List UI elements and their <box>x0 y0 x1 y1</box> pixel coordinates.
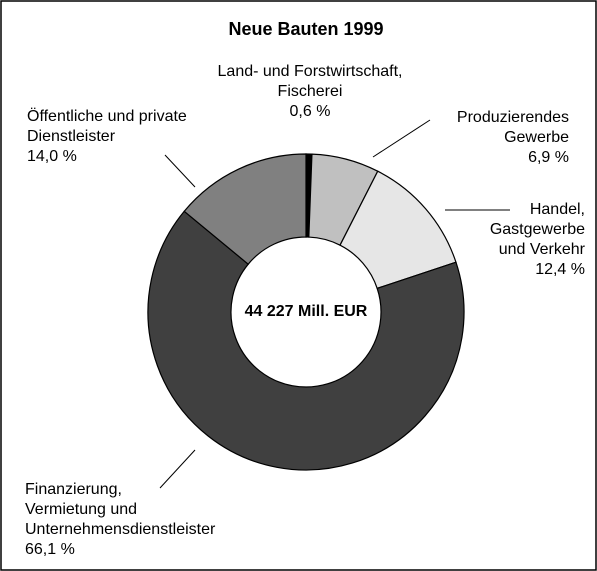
segment-label: Produzierendes Gewerbe 6,9 % <box>457 108 569 168</box>
segment-label: Finanzierung, Vermietung und Unternehmen… <box>25 480 215 560</box>
segment-label: Land- und Forstwirtschaft, Fischerei 0,6 … <box>160 62 460 122</box>
leader-line <box>372 119 431 158</box>
category-label: Land- und Forstwirtschaft, Fischerei <box>217 63 403 100</box>
segment-label: Handel, Gastgewerbe und Verkehr 12,4 % <box>490 200 585 280</box>
value-label: 66,1 % <box>25 541 75 558</box>
value-label: 14,0 % <box>27 148 77 165</box>
category-label: Finanzierung, Vermietung und Unternehmen… <box>25 481 216 538</box>
donut-segment <box>183 153 307 266</box>
value-label: 0,6 % <box>289 103 331 120</box>
category-label: Handel, Gastgewerbe und Verkehr <box>489 201 585 258</box>
value-label: 6,9 % <box>528 149 569 166</box>
leader-line <box>159 449 196 489</box>
leader-line <box>164 154 196 188</box>
category-label: Öffentliche und private Dienstleister <box>27 108 187 145</box>
segment-label: Öffentliche und private Dienstleister 14,… <box>27 107 187 167</box>
center-label: 44 227 Mill. EUR <box>245 303 368 320</box>
chart-title: Neue Bauten 1999 <box>228 19 383 39</box>
donut-segment <box>147 210 465 471</box>
category-label: Produzierendes Gewerbe <box>456 109 569 146</box>
value-label: 12,4 % <box>535 261 585 278</box>
